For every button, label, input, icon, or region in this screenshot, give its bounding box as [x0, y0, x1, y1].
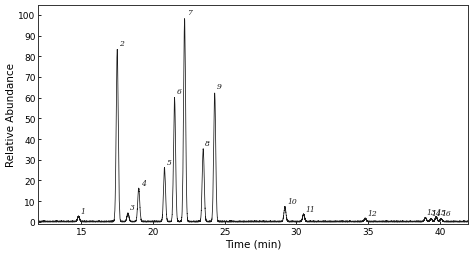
- Text: 1: 1: [81, 207, 85, 215]
- Text: 3: 3: [130, 204, 135, 212]
- Text: 7: 7: [187, 9, 191, 17]
- Text: 13: 13: [426, 209, 436, 217]
- Text: 6: 6: [177, 87, 182, 95]
- Text: 2: 2: [119, 40, 124, 48]
- Text: 11: 11: [306, 205, 316, 213]
- Text: 5: 5: [167, 158, 172, 166]
- Text: 15: 15: [437, 208, 447, 216]
- Text: 14: 14: [432, 210, 442, 218]
- Text: 16: 16: [442, 210, 452, 218]
- Text: 8: 8: [205, 140, 210, 148]
- Text: 4: 4: [141, 179, 146, 187]
- X-axis label: Time (min): Time (min): [225, 239, 282, 248]
- Text: 12: 12: [367, 209, 377, 217]
- Text: 10: 10: [287, 198, 297, 205]
- Text: 9: 9: [217, 83, 222, 91]
- Y-axis label: Relative Abundance: Relative Abundance: [6, 63, 16, 167]
